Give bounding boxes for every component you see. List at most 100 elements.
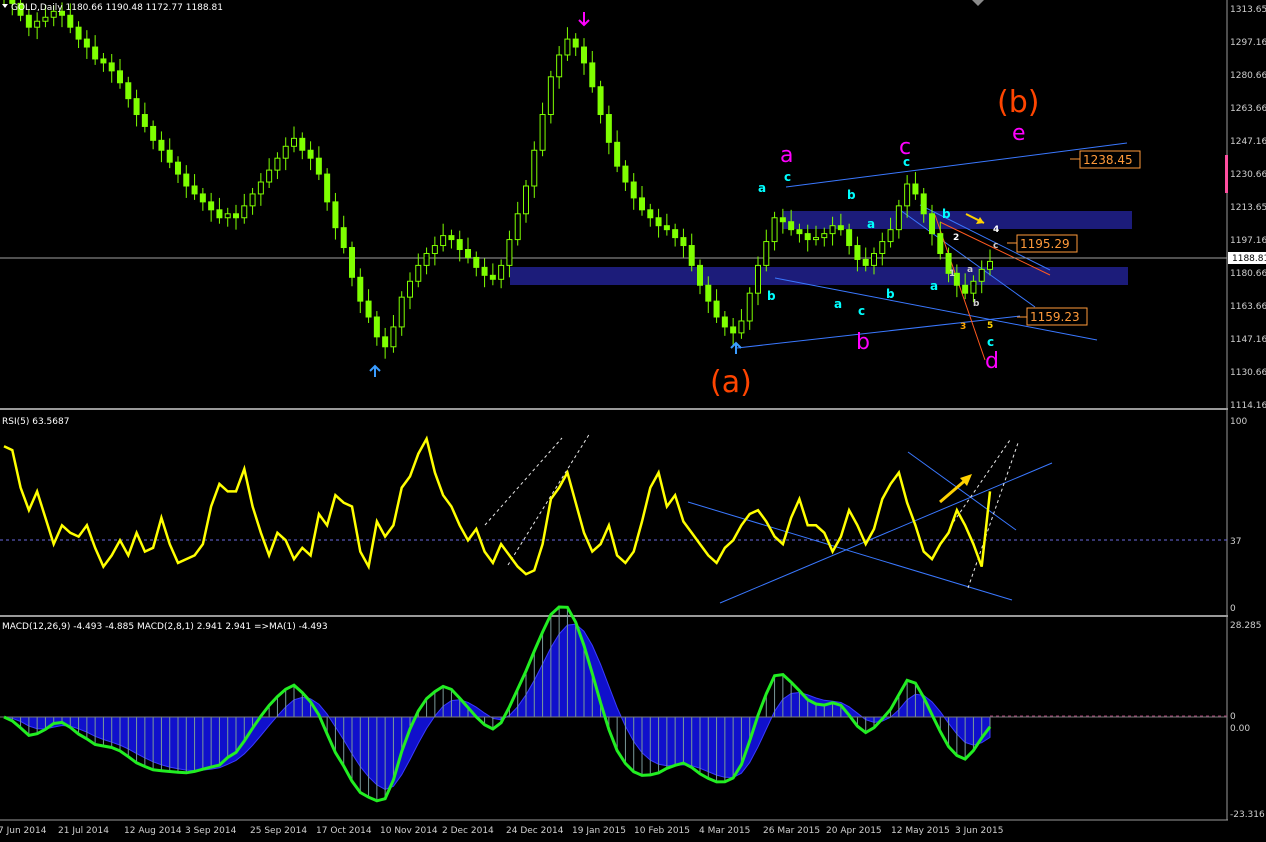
time-tick-label: 25 Sep 2014 [250,826,307,836]
candle-body [904,183,911,207]
time-axis: 7 Jun 2014 21 Jul 2014 12 Aug 2014 3 Sep 20… [0,826,1003,836]
small-wave-label: b [847,188,856,202]
candle-body [299,137,306,151]
candle-body [83,38,90,48]
price-tick-label: 1297.16 [1230,38,1266,48]
price-tick-label: 1163.66 [1230,302,1266,312]
wave-label-a-magenta: a [780,143,793,168]
candle-body [489,274,496,280]
candle-body [216,209,223,219]
candle-body [365,300,372,318]
small-wave-label: 2 [953,233,959,243]
candle-body [622,165,629,183]
candle-body [713,300,720,318]
candle-body [150,125,157,141]
candle-body [945,252,952,274]
small-wave-label: c [784,170,791,184]
candle-body [407,280,413,298]
candle-body [332,201,339,229]
main-header: GOLD,Daily 1180.66 1190.48 1172.77 1188.… [11,3,223,13]
wave-label-d-magenta: d [985,349,999,374]
small-wave-label: 1 [949,269,955,279]
candle-body [978,268,985,282]
panel-divider-1 [0,408,1228,410]
candle-body [100,58,107,64]
candle-body [813,237,819,241]
candle-body [9,0,16,4]
wave-label-c-magenta: c [899,135,911,160]
candle-body [746,292,753,322]
chart-menu-icon[interactable] [2,4,8,8]
rsi-trendline-2 [719,462,1053,604]
candle-body [672,229,679,239]
small-wave-label: a [834,297,842,311]
candle-body [680,237,687,247]
candle-body [796,229,803,235]
candle-body [266,169,273,183]
arrow-yellow-icon-rsi [939,474,972,504]
candle-body [75,26,82,40]
candle-body [879,241,886,254]
candle-body [697,264,703,286]
small-wave-labels: c a b a b a c b c b a c 4 2 c 1 a b 3 5 [758,155,999,349]
small-wave-label: c [993,241,998,251]
candle-body [556,54,563,78]
candle-body [390,326,397,348]
candle-body [291,137,297,147]
candle-body [440,235,447,247]
candle-body [233,213,239,219]
candle-body [514,213,521,241]
candle-body [59,10,65,16]
small-wave-label: b [767,289,776,303]
macd-tick-top: 28.285 [1230,621,1262,631]
current-price-label: 1188.81 [1232,254,1266,264]
price-tick-label: 1130.66 [1230,368,1266,378]
wave-label-b-magenta: b [856,330,870,355]
rsi-tick-0: 0 [1230,604,1236,614]
candle-body [340,227,347,249]
price-tick-label: 1180.66 [1230,269,1266,279]
candle-body [663,225,670,231]
small-wave-label: 5 [987,321,993,331]
candle-body [241,205,248,219]
small-wave-label: 3 [960,322,966,332]
candle-body [199,193,206,203]
candle-body [249,193,256,207]
rsi-trendline-1 [687,501,1013,601]
arrow-yellow-icon-main [965,213,985,224]
candle-body [539,114,546,151]
small-wave-label: c [903,155,910,169]
candle-body [547,76,554,116]
panel-divider-2 [0,615,1228,617]
candle-body [854,245,861,260]
candle-body [953,272,960,286]
candle-body [398,296,405,328]
price-axis-marker [1225,155,1228,193]
arrow-up-icon-1 [369,364,381,377]
macd-header: MACD(12,26,9) -4.493 -4.885 MACD(2,8,1) … [2,622,328,632]
trendline-upper [785,142,1128,188]
price-tag-group: 1238.45 1195.29 1159.23 [1007,150,1141,326]
scroll-marker-icon[interactable] [972,0,984,6]
rsi-line [3,435,992,576]
small-wave-label: b [973,299,980,309]
small-wave-label: a [758,181,766,195]
candle-body [721,316,728,328]
price-tag-box-3 [1026,307,1088,326]
candle-body [141,114,148,127]
candle-body [887,229,894,243]
rsi-dashed-2b [967,442,1019,589]
small-wave-label: a [930,279,938,293]
candle-body [191,185,198,195]
small-wave-label: c [987,335,994,349]
candle-body [771,217,778,243]
price-axis: 1313.65 1297.16 1280.66 1263.66 1247.16 1230.… [1230,5,1266,411]
price-tick-label: 1230.66 [1230,170,1266,180]
trendline-lower [736,315,1021,349]
candle-body [307,149,314,159]
orange-trendline-1 [939,221,1051,276]
candle-body [597,86,604,116]
candle-body [655,217,662,227]
time-tick-label: 12 Aug 2014 [124,826,182,836]
